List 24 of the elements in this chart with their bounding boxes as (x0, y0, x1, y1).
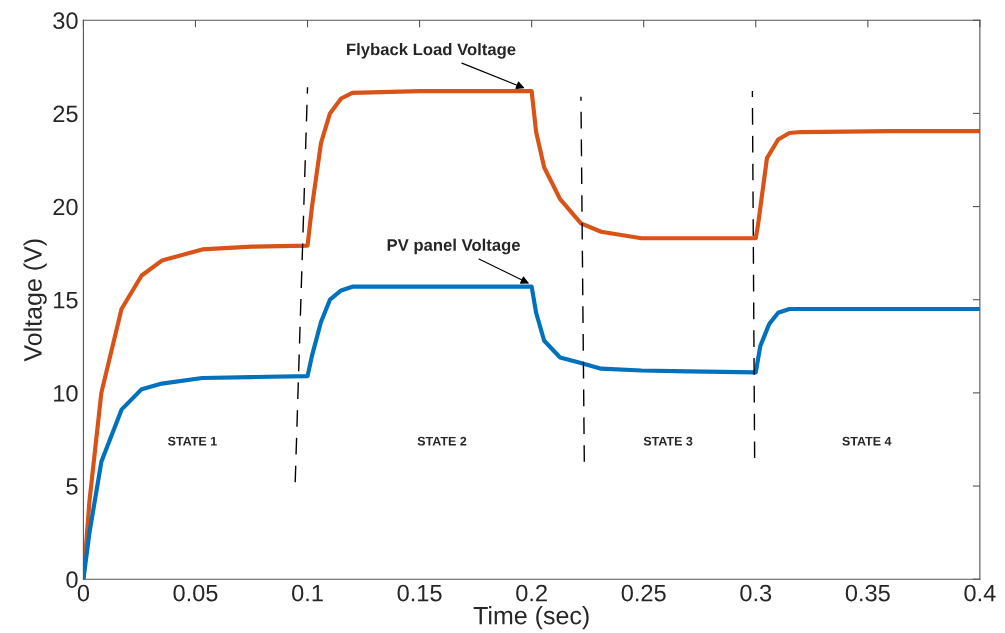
annotation: STATE 3 (643, 436, 693, 446)
y-axis-title: Voltage (V) (23, 239, 47, 362)
x-tick-label: 0 (77, 584, 90, 602)
y-tick-label: 10 (54, 384, 78, 402)
x-tick-label: 0.1 (292, 584, 323, 602)
y-tick-label: 25 (53, 105, 78, 123)
x-tick-label: 0.15 (397, 584, 442, 602)
x-tick-label: 0.05 (173, 584, 218, 602)
x-axis-title: Time (sec) (473, 606, 589, 630)
y-tick-label: 30 (53, 12, 78, 30)
annotation: STATE 2 (417, 436, 467, 446)
y-tick-label: 5 (66, 478, 78, 495)
y-tick-label: 20 (53, 198, 78, 216)
x-tick-label: 0.3 (740, 584, 772, 602)
y-tick-label: 0 (66, 571, 78, 588)
annotation: PV panel Voltage (387, 238, 520, 255)
x-tick-label: 0.2 (516, 584, 547, 602)
x-tick-label: 0.4 (964, 584, 996, 602)
annotation: STATE 1 (167, 436, 217, 446)
annotation: Flyback Load Voltage (347, 43, 516, 59)
x-tick-label: 0.35 (845, 584, 890, 602)
x-tick-label: 0.25 (621, 584, 666, 602)
annotation: STATE 4 (842, 436, 892, 446)
y-tick-label: 15 (54, 292, 78, 309)
